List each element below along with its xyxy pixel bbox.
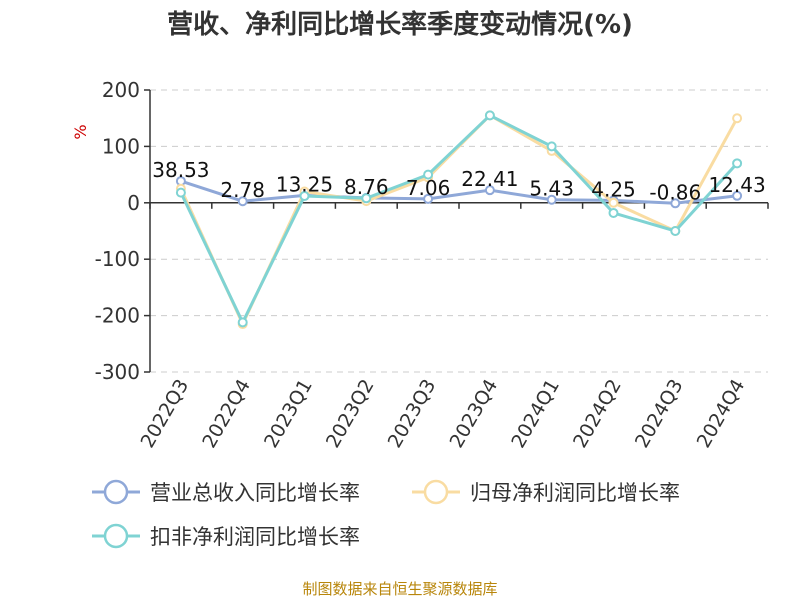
legend-swatch-marker [103, 479, 129, 505]
data-point-0[interactable] [670, 198, 681, 209]
data-point-2[interactable] [423, 169, 434, 180]
data-point-0[interactable] [546, 194, 557, 205]
source-note: 制图数据来自恒生聚源数据库 [302, 580, 497, 598]
series-layer [175, 110, 743, 330]
y-tick-label: 100 [102, 134, 140, 158]
x-tick-label: 2022Q4 [198, 376, 255, 452]
y-tick-label: -300 [95, 360, 140, 384]
data-point-1[interactable] [608, 197, 619, 208]
data-point-2[interactable] [361, 193, 372, 204]
data-label: 7.06 [406, 176, 451, 200]
x-tick-label: 2024Q3 [631, 376, 688, 452]
data-label: 13.25 [276, 172, 333, 196]
data-point-2[interactable] [546, 141, 557, 152]
x-tick-label: 2023Q1 [260, 376, 317, 452]
x-tick-label: 2024Q4 [693, 376, 750, 452]
data-point-2[interactable] [299, 191, 310, 202]
x-tick-label: 2023Q2 [322, 376, 379, 452]
data-point-0[interactable] [484, 185, 495, 196]
x-tick-label: 2023Q4 [445, 376, 502, 452]
data-label: 22.41 [461, 167, 518, 191]
data-point-0[interactable] [423, 193, 434, 204]
y-tick-label: 0 [127, 191, 140, 215]
data-label: 4.25 [591, 177, 636, 201]
data-point-0[interactable] [237, 196, 248, 207]
x-tick-label: 2024Q1 [507, 376, 564, 452]
legend-swatch-marker [103, 523, 129, 549]
chart-title: 营收、净利同比增长率季度变动情况(%) [167, 9, 633, 40]
legend-item-1[interactable]: 归母净利润同比增长率 [412, 479, 680, 505]
legend-swatch-marker [423, 479, 449, 505]
data-label: 5.43 [529, 177, 574, 201]
data-point-0[interactable] [732, 190, 743, 201]
legend-item-2[interactable]: 扣非净利润同比增长率 [92, 523, 360, 549]
data-point-2[interactable] [670, 226, 681, 236]
data-label: 12.43 [708, 173, 765, 197]
x-tick-label: 2023Q3 [384, 376, 441, 452]
data-labels: 38.53 2.78 13.25 8.76 7.06 22.41 5.43 4.25 -0.86… [152, 158, 765, 204]
series-line-0 [180, 179, 738, 205]
y-axis-unit: % [71, 124, 90, 139]
x-tick-label: 2024Q2 [569, 376, 626, 452]
legend-label: 归母净利润同比增长率 [470, 481, 680, 505]
data-point-1[interactable] [732, 113, 743, 124]
y-tick-label: 200 [102, 78, 140, 102]
data-label: 8.76 [344, 175, 389, 199]
y-tick-label: -100 [95, 247, 140, 271]
data-label: 2.78 [220, 178, 265, 202]
data-point-2[interactable] [608, 207, 619, 218]
data-label: -0.86 [649, 180, 701, 204]
data-point-2[interactable] [484, 110, 495, 121]
legend-label: 扣非净利润同比增长率 [150, 525, 360, 549]
legend-item-0[interactable]: 营业总收入同比增长率 [92, 479, 360, 505]
series-line-2 [179, 113, 739, 326]
x-tick-label: 2022Q3 [136, 376, 193, 452]
legend-label: 营业总收入同比增长率 [150, 481, 360, 505]
data-point-2[interactable] [237, 317, 248, 328]
data-point-2[interactable] [175, 187, 186, 198]
data-point-2[interactable] [732, 158, 743, 169]
y-tick-label: -200 [95, 304, 140, 328]
data-label: 38.53 [152, 158, 209, 182]
